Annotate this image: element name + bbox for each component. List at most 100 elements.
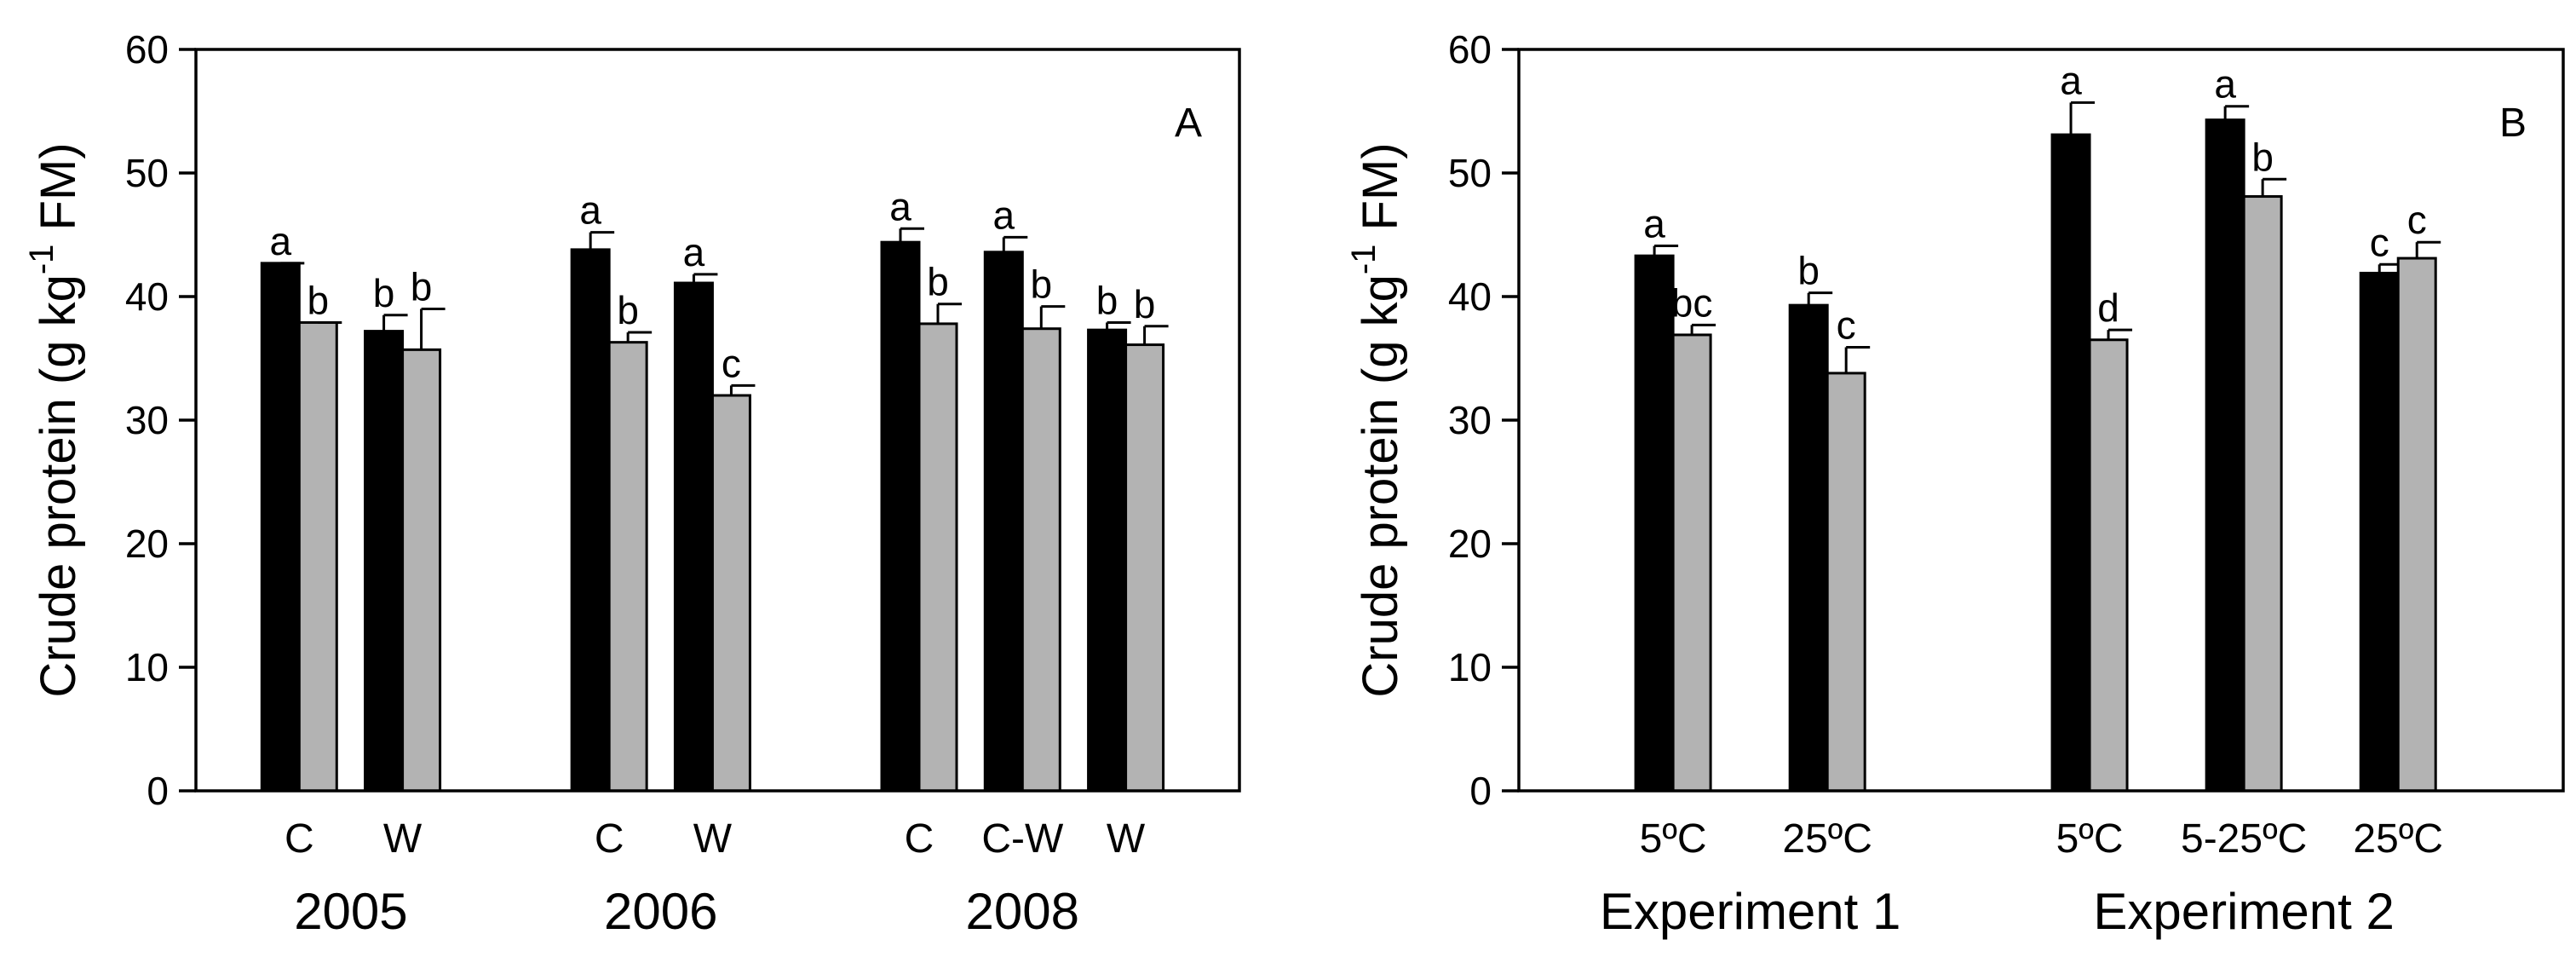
error-bar [2107, 328, 2133, 340]
error-bar [1653, 245, 1679, 257]
error-bar [1690, 323, 1716, 335]
bar-dark [1788, 303, 1829, 793]
bar-dark [2359, 271, 2400, 793]
error-bar [2261, 177, 2287, 197]
significance-letter: c [2407, 198, 2427, 242]
bar-dark [880, 240, 921, 793]
significance-letter: a [579, 188, 601, 233]
bar-dark [2205, 118, 2245, 793]
error-bar [382, 314, 408, 331]
bar-dark [260, 262, 301, 793]
error-bar [2415, 240, 2441, 259]
y-tick-label: 10 [125, 645, 169, 689]
significance-letter: c [1837, 303, 1856, 347]
group-label: Experiment 1 [1600, 883, 1901, 940]
bar-light [1021, 327, 1061, 793]
bar-light [401, 348, 442, 793]
category-label: C [285, 816, 314, 862]
y-tick-label: 50 [125, 151, 169, 195]
bar-dark [570, 248, 611, 793]
bar-light [917, 322, 958, 793]
y-tick-label: 60 [1448, 27, 1492, 72]
significance-letter: a [993, 193, 1015, 237]
error-bar [1039, 305, 1066, 329]
group-label: 2006 [604, 883, 717, 940]
y-tick-label: 50 [1448, 151, 1492, 195]
category-label: W [693, 816, 733, 862]
significance-letter: b [1134, 282, 1156, 326]
category-label: 5ºC [1640, 816, 1707, 862]
significance-letter: b [2251, 135, 2274, 179]
bar-dark [2050, 133, 2091, 793]
y-axis-label: Crude protein (g kg-1 FM) [23, 142, 86, 697]
category-label: W [383, 816, 423, 862]
bar-light [2242, 195, 2283, 793]
bar-light [1124, 343, 1165, 793]
error-bar [2223, 105, 2250, 120]
y-tick-label: 0 [147, 769, 169, 813]
significance-letter: b [373, 271, 395, 315]
error-bar [936, 303, 963, 324]
bar-light [607, 341, 648, 793]
y-tick-label: 20 [125, 522, 169, 566]
significance-letter: b [307, 278, 329, 322]
y-axis-label: Crude protein (g kg-1 FM) [1345, 142, 1408, 697]
error-bar [420, 308, 446, 350]
group-label: Experiment 2 [2093, 883, 2395, 940]
category-label: C [905, 816, 934, 862]
significance-letter: bc [1671, 280, 1713, 325]
bar-light [1826, 372, 1866, 793]
bar-light [1671, 333, 1712, 793]
panel-label: A [1175, 101, 1202, 146]
significance-letter: b [1031, 262, 1053, 307]
category-label: W [1107, 816, 1146, 862]
y-tick-label: 30 [125, 398, 169, 442]
y-tick-label: 40 [1448, 274, 1492, 319]
significance-letter: b [1096, 278, 1118, 322]
y-tick-label: 0 [1469, 769, 1492, 813]
panel-label: B [2499, 101, 2527, 146]
significance-letter: a [2214, 62, 2236, 107]
significance-letter: a [889, 184, 911, 228]
significance-letter: a [1643, 202, 1665, 246]
y-tick-label: 30 [1448, 398, 1492, 442]
bar-dark [673, 281, 714, 793]
error-bar [1844, 345, 1871, 373]
significance-letter: a [269, 219, 291, 263]
category-label: C [595, 816, 624, 862]
y-tick-label: 20 [1448, 522, 1492, 566]
significance-letter: a [683, 230, 705, 274]
significance-letter: c [722, 341, 741, 385]
significance-letter: b [927, 260, 949, 304]
bar-light [2088, 338, 2129, 793]
category-label: 25ºC [1782, 816, 1872, 862]
category-label: C-W [981, 816, 1064, 862]
error-bar [2069, 101, 2096, 135]
bar-light [2396, 257, 2437, 793]
significance-letter: b [411, 265, 433, 309]
significance-letter: b [1797, 249, 1820, 293]
significance-letter: c [2370, 220, 2389, 264]
group-label: 2008 [966, 883, 1079, 940]
bar-light [297, 320, 338, 793]
category-label: 25ºC [2353, 816, 2443, 862]
significance-letter: a [2060, 58, 2082, 102]
error-bar [729, 383, 756, 395]
error-bar [626, 331, 653, 343]
group-label: 2005 [294, 883, 407, 940]
significance-letter: d [2097, 285, 2119, 330]
error-bar [692, 273, 718, 284]
y-tick-label: 40 [125, 274, 169, 319]
category-label: 5ºC [2056, 816, 2124, 862]
error-bar [1002, 235, 1028, 252]
y-tick-label: 60 [125, 27, 169, 72]
error-bar [589, 231, 615, 250]
bar-dark [983, 251, 1024, 793]
chart-panel-b: abc5ºCbc25ºCad5ºCab5-25ºCcc25ºC010203040… [1345, 27, 2565, 940]
error-bar [1106, 320, 1131, 331]
error-bar [1807, 291, 1833, 306]
y-tick-label: 10 [1448, 645, 1492, 689]
